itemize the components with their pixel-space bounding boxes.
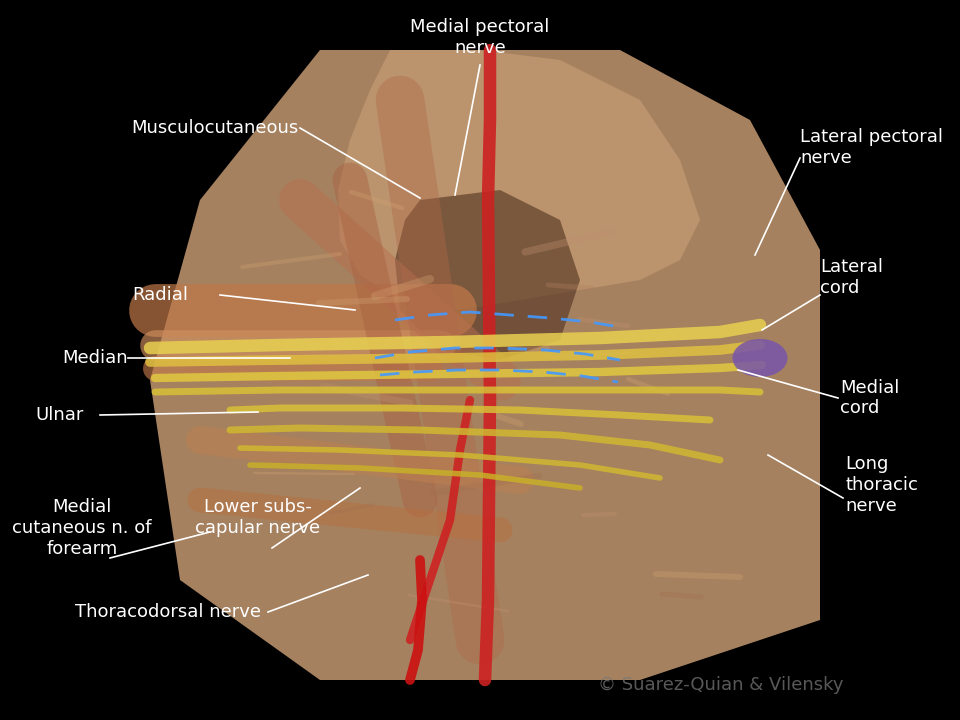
Text: © Suarez-Quian & Vilensky: © Suarez-Quian & Vilensky	[598, 676, 844, 694]
Text: Medial
cord: Medial cord	[840, 379, 900, 418]
Polygon shape	[150, 50, 820, 680]
Text: Medial
cutaneous n. of
forearm: Medial cutaneous n. of forearm	[12, 498, 152, 557]
Text: Lateral
cord: Lateral cord	[820, 258, 883, 297]
Text: Ulnar: Ulnar	[35, 406, 84, 424]
Polygon shape	[338, 50, 700, 310]
Ellipse shape	[732, 339, 787, 377]
Text: Thoracodorsal nerve: Thoracodorsal nerve	[75, 603, 261, 621]
Text: Lower subs-
capular nerve: Lower subs- capular nerve	[196, 498, 321, 537]
Text: Musculocutaneous: Musculocutaneous	[132, 119, 299, 137]
Text: Long
thoracic
nerve: Long thoracic nerve	[845, 455, 918, 515]
Text: Medial pectoral
nerve: Medial pectoral nerve	[410, 18, 550, 57]
Polygon shape	[395, 190, 580, 360]
Text: Median: Median	[62, 349, 128, 367]
Text: Lateral pectoral
nerve: Lateral pectoral nerve	[800, 128, 943, 167]
Text: Radial: Radial	[132, 286, 188, 304]
